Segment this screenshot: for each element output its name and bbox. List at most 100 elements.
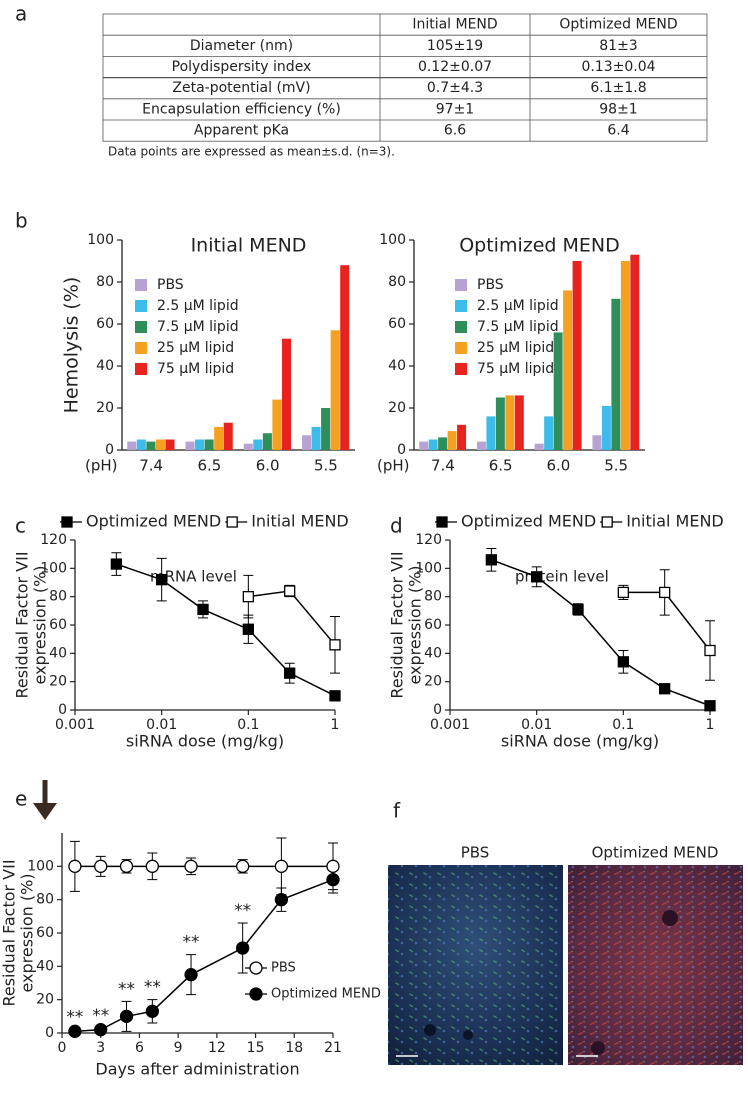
marker xyxy=(184,859,198,873)
x-tick-label: 0 xyxy=(58,1040,67,1056)
y-tick-label: 20 xyxy=(49,674,67,690)
y-tick-label: 100 xyxy=(415,560,442,576)
marker xyxy=(659,683,671,695)
table-cell: Apparent pKa xyxy=(194,123,289,139)
legend-marker xyxy=(249,961,263,975)
x-tick-label: 1 xyxy=(331,717,340,733)
bar xyxy=(572,261,582,450)
bar xyxy=(447,431,457,450)
legend-swatch xyxy=(455,363,467,375)
significance: ** xyxy=(118,979,135,999)
y-axis-label: expression (%) xyxy=(31,565,50,684)
x-tick-label: 1 xyxy=(706,717,715,733)
marker xyxy=(145,859,159,873)
y-tick-label: 0 xyxy=(105,442,114,458)
x-tick-label: 15 xyxy=(247,1040,265,1056)
y-tick-label: 60 xyxy=(388,316,406,332)
bar xyxy=(301,435,312,450)
bar xyxy=(195,439,205,450)
significance: ** xyxy=(66,1008,83,1028)
legend-label: Optimized MEND xyxy=(271,987,381,1002)
bar xyxy=(204,439,214,450)
x-tick-label: 21 xyxy=(324,1040,342,1056)
x-tick-label: 12 xyxy=(208,1040,226,1056)
legend-swatch xyxy=(135,300,147,312)
y-axis-label: Hemolysis (%) xyxy=(61,277,83,414)
legend-swatch xyxy=(135,321,147,333)
legend-label: Optimized MEND xyxy=(86,512,221,531)
y-tick-label: 20 xyxy=(96,400,114,416)
legend-marker xyxy=(61,516,73,528)
bar xyxy=(563,290,573,450)
bar xyxy=(165,439,175,450)
chart-title: Initial MEND xyxy=(191,235,307,257)
y-tick-label: 100 xyxy=(27,858,54,874)
table-cell: 6.1±1.8 xyxy=(590,80,646,96)
bar xyxy=(620,261,630,450)
bar xyxy=(185,441,195,450)
bar xyxy=(505,395,515,450)
y-tick-label: 0 xyxy=(45,1025,54,1041)
bar xyxy=(281,338,292,450)
y-axis-label: Residual Factor VII xyxy=(388,551,407,698)
marker xyxy=(284,667,296,679)
y-tick-label: 60 xyxy=(424,617,442,633)
bar xyxy=(428,439,438,450)
legend-label: Initial MEND xyxy=(251,512,349,531)
x-tick-label: 6 xyxy=(135,1040,144,1056)
y-tick-label: 20 xyxy=(424,674,442,690)
bar xyxy=(311,426,321,450)
y-tick-label: 100 xyxy=(40,560,67,576)
table-cell: 6.6 xyxy=(444,123,466,139)
marker xyxy=(617,586,629,599)
marker xyxy=(145,1004,159,1018)
chart-title: Optimized MEND xyxy=(459,235,620,257)
legend-label: PBS xyxy=(271,961,296,976)
marker xyxy=(68,1024,82,1038)
marker xyxy=(531,571,543,583)
table-cell: 0.13±0.04 xyxy=(581,59,655,75)
marker xyxy=(197,603,209,616)
y-tick-label: 80 xyxy=(388,274,406,290)
legend-swatch xyxy=(455,342,467,354)
legend-swatch xyxy=(455,279,467,291)
y-tick-label: 60 xyxy=(49,617,67,633)
marker xyxy=(236,859,250,873)
significance: ** xyxy=(234,901,251,921)
marker xyxy=(485,554,498,566)
bar xyxy=(127,441,137,450)
table-cell: 0.12±0.07 xyxy=(418,59,492,75)
y-tick-label: 40 xyxy=(49,645,67,661)
table-cell: 0.7±4.3 xyxy=(427,80,483,96)
table-cell: Zeta-potential (mV) xyxy=(172,80,310,96)
micrograph-pbs xyxy=(388,865,563,1065)
bar xyxy=(330,330,340,450)
marker xyxy=(184,968,198,982)
legend-swatch xyxy=(135,363,147,375)
y-axis-label: expression (%) xyxy=(18,873,37,992)
legend-label: PBS xyxy=(477,277,504,293)
y-tick-label: 20 xyxy=(36,992,54,1008)
table-cell: 81±3 xyxy=(599,38,637,54)
marker xyxy=(704,700,716,712)
y-tick-label: 100 xyxy=(379,232,406,248)
bar xyxy=(514,395,524,450)
table-cell: Encapsulation efficiency (%) xyxy=(142,101,341,117)
marker xyxy=(284,585,296,597)
bar xyxy=(495,397,505,450)
legend-swatch xyxy=(135,279,147,291)
series-line xyxy=(116,563,336,697)
legend-swatch xyxy=(135,342,147,354)
bar xyxy=(486,416,496,450)
marker xyxy=(617,656,629,668)
legend-label: 7.5 μM lipid xyxy=(157,319,239,335)
table-note: Data points are expressed as mean±s.d. (… xyxy=(108,145,395,159)
bar xyxy=(611,298,621,450)
marker xyxy=(242,591,254,603)
y-tick-label: 40 xyxy=(96,358,114,374)
marker xyxy=(572,603,584,616)
annotation: protein level xyxy=(515,568,609,586)
x-tick-label: 0.1 xyxy=(612,717,634,733)
table-cell: 105±19 xyxy=(427,38,483,54)
